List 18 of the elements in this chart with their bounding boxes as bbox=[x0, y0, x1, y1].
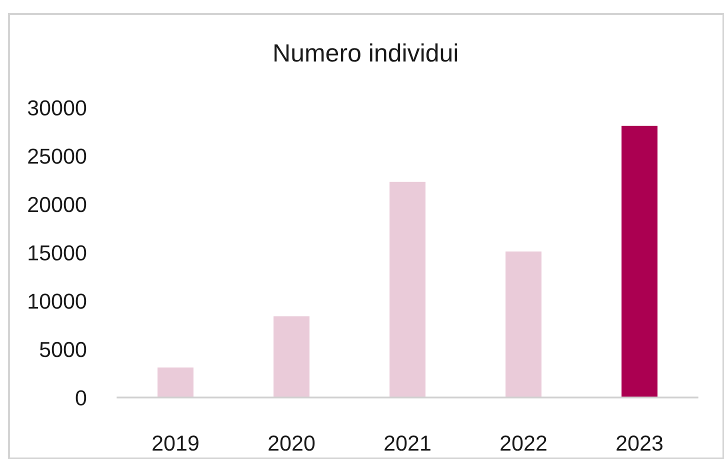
bar bbox=[506, 252, 542, 398]
x-tick-label: 2020 bbox=[268, 436, 315, 451]
y-tick-label: 10000 bbox=[28, 294, 86, 309]
x-tick-label: 2022 bbox=[500, 436, 546, 451]
bar bbox=[158, 368, 194, 398]
bar bbox=[622, 126, 658, 398]
bar bbox=[390, 182, 426, 398]
y-tick-label: 0 bbox=[76, 390, 86, 406]
bar bbox=[274, 316, 310, 398]
chart-title: Numero individui bbox=[274, 43, 458, 62]
x-tick-label: 2023 bbox=[616, 436, 663, 451]
x-tick-label: 2021 bbox=[384, 436, 430, 451]
y-tick-label: 15000 bbox=[28, 245, 86, 261]
y-tick-label: 20000 bbox=[28, 196, 86, 212]
x-tick-label: 2019 bbox=[152, 436, 198, 451]
y-tick-label: 25000 bbox=[28, 148, 86, 164]
y-tick-label: 5000 bbox=[40, 342, 86, 358]
y-tick-label: 30000 bbox=[28, 100, 86, 116]
